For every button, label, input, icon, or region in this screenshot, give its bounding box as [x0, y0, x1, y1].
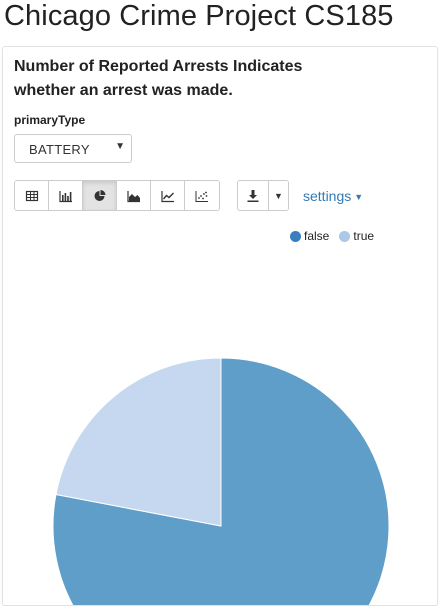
- view-toggle-group: [14, 180, 220, 211]
- page-title: Chicago Crime Project CS185: [4, 0, 394, 33]
- legend-item-false[interactable]: false: [290, 229, 329, 243]
- area-chart-view-button[interactable]: [117, 181, 151, 210]
- primary-type-value: BATTERY: [29, 142, 90, 157]
- chevron-down-icon: ▼: [274, 191, 283, 201]
- scatter-chart-icon: [195, 189, 209, 203]
- select-caret-icon: ▼: [115, 141, 125, 152]
- primary-type-select[interactable]: BATTERY ▼: [14, 134, 132, 163]
- pie-chart: [3, 247, 438, 606]
- table-icon: [25, 189, 39, 203]
- table-view-button[interactable]: [15, 181, 49, 210]
- pie-chart-icon: [93, 189, 107, 203]
- area-chart-icon: [127, 189, 141, 203]
- legend-item-true[interactable]: true: [339, 229, 374, 243]
- download-button[interactable]: [238, 181, 269, 210]
- legend-swatch: [290, 231, 301, 242]
- download-icon: [246, 189, 260, 203]
- chart-legend: false true: [290, 229, 374, 243]
- settings-label: settings: [303, 188, 351, 204]
- download-dropdown-button[interactable]: ▼: [269, 181, 288, 210]
- card-title: Number of Reported Arrests Indicates whe…: [14, 55, 334, 103]
- pie-chart-view-button[interactable]: [83, 181, 117, 210]
- bar-chart-view-button[interactable]: [49, 181, 83, 210]
- chevron-down-icon: ▼: [354, 192, 363, 202]
- legend-label: false: [304, 229, 329, 243]
- line-chart-icon: [161, 189, 175, 203]
- settings-dropdown[interactable]: settings ▼: [303, 188, 363, 204]
- bar-chart-icon: [59, 189, 73, 203]
- chart-card: Number of Reported Arrests Indicates whe…: [2, 46, 438, 606]
- line-chart-view-button[interactable]: [151, 181, 185, 210]
- download-group: ▼: [237, 180, 289, 211]
- legend-swatch: [339, 231, 350, 242]
- primary-type-label: primaryType: [14, 113, 85, 127]
- legend-label: true: [353, 229, 374, 243]
- scatter-chart-view-button[interactable]: [185, 181, 219, 210]
